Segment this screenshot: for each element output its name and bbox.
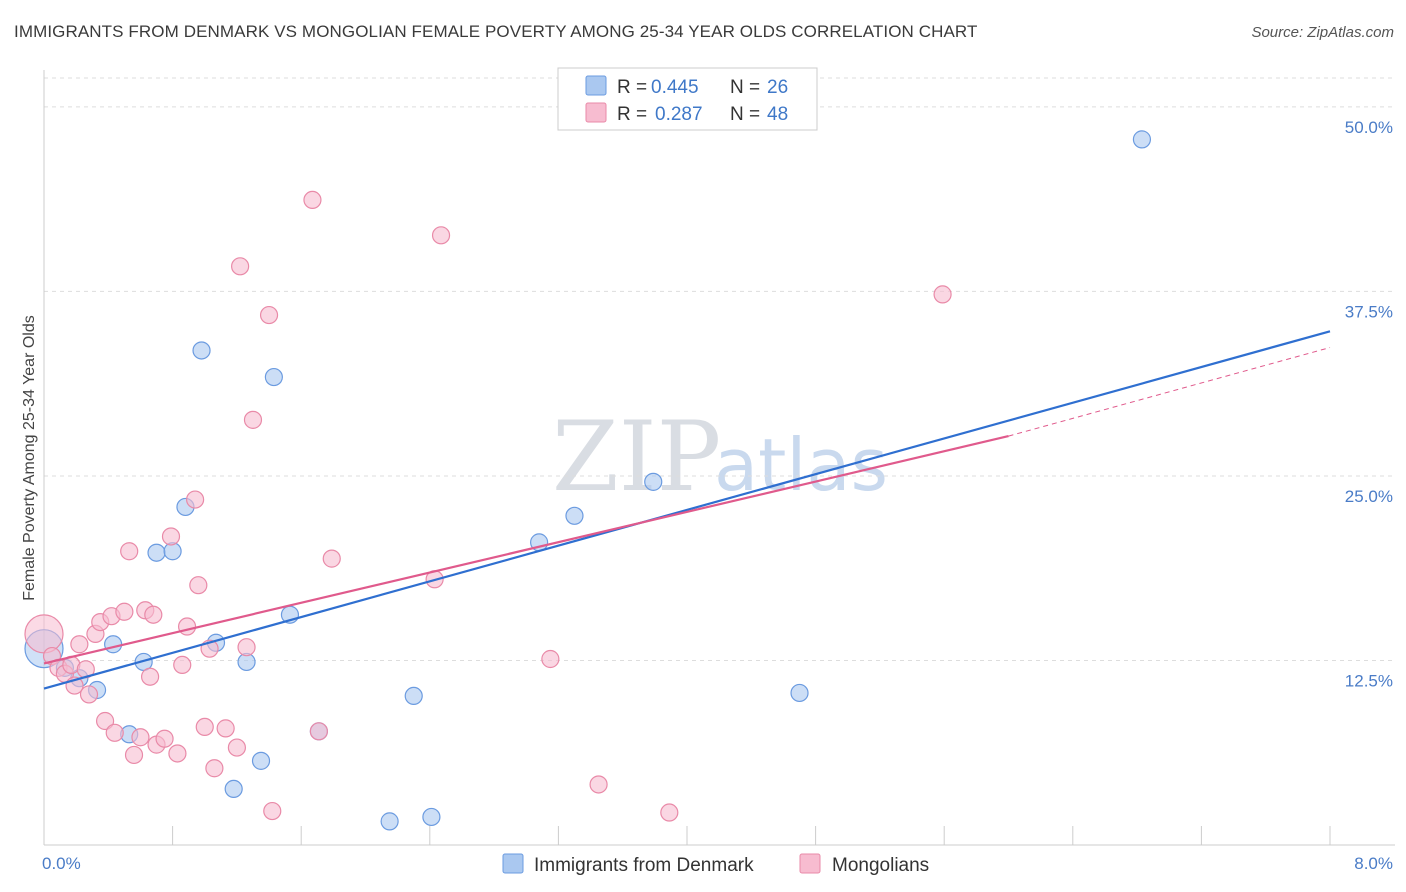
denmark-point xyxy=(147,543,166,562)
y-tick-label: 50.0% xyxy=(1345,118,1393,137)
mongolian-point xyxy=(120,542,139,561)
mongolian-point xyxy=(263,801,282,821)
legend-swatch-blue xyxy=(585,75,607,96)
mongolian-point xyxy=(589,775,608,794)
mongolian-point xyxy=(186,490,205,509)
mongolian-point xyxy=(177,617,197,636)
mongolian-point xyxy=(124,745,144,765)
denmark-point xyxy=(264,367,283,387)
legend-n-value-blue: 26 xyxy=(767,77,788,98)
mongolian-point xyxy=(933,285,952,304)
mongolian-point xyxy=(189,576,208,595)
mongolian-point xyxy=(79,685,99,704)
x-ticks: 0.0% 8.0% xyxy=(42,826,1393,873)
trend-extension-mongolians xyxy=(1008,347,1331,437)
trend-lines xyxy=(43,330,1331,690)
y-ticks: 12.5% 25.0% 37.5% 50.0% xyxy=(1345,118,1393,691)
x-tick-label-max: 8.0% xyxy=(1354,854,1393,873)
mongolian-point xyxy=(660,803,679,822)
mongolian-point xyxy=(309,722,328,741)
watermark-zip: ZIP xyxy=(552,401,721,513)
bottom-legend: Immigrants from Denmark Mongolians xyxy=(502,853,929,876)
denmark-point xyxy=(565,506,584,525)
legend-r-value-pink: 0.287 xyxy=(655,104,703,125)
trend-line-denmark xyxy=(43,330,1331,690)
denmark-point xyxy=(251,751,271,770)
mongolian-point xyxy=(173,655,192,675)
legend-n-value-pink: 48 xyxy=(767,104,788,125)
mongolian-point xyxy=(195,717,214,737)
mongolian-point xyxy=(322,549,341,568)
legend-r-label-pink: R = xyxy=(617,104,647,125)
trend-line-mongolians xyxy=(43,435,1009,665)
bottom-legend-swatch-pink xyxy=(799,853,821,874)
mongolian-point xyxy=(70,635,89,654)
legend-n-label-pink: N = xyxy=(730,104,760,125)
mongolian-point xyxy=(541,649,560,669)
mongolian-point xyxy=(115,602,134,621)
legend-swatch-pink xyxy=(585,102,607,123)
denmark-point xyxy=(192,341,211,360)
mongolian-point xyxy=(259,305,279,325)
axes xyxy=(43,70,1395,846)
denmark-point xyxy=(1132,130,1152,149)
mongolian-point xyxy=(303,190,322,210)
denmark-point xyxy=(422,807,441,827)
mongolian-point xyxy=(205,759,224,778)
bottom-legend-label-pink: Mongolians xyxy=(832,855,929,876)
mongolian-point xyxy=(227,738,246,757)
mongolian-point xyxy=(431,226,451,245)
watermark-atlas: atlas xyxy=(714,423,888,507)
bottom-legend-swatch-blue xyxy=(502,853,524,874)
x-tick-label-min: 0.0% xyxy=(42,854,81,873)
denmark-point xyxy=(104,635,123,654)
mongolian-point xyxy=(243,410,263,429)
mongolian-point xyxy=(216,719,235,738)
legend-r-value-blue: 0.445 xyxy=(651,77,699,98)
mongolian-point xyxy=(161,527,181,546)
y-axis-title: Female Poverty Among 25-34 Year Olds xyxy=(21,315,38,601)
mongolian-point xyxy=(155,729,174,748)
bottom-legend-label-blue: Immigrants from Denmark xyxy=(534,855,754,876)
legend-n-label-blue: N = xyxy=(730,77,760,98)
legend-box: R = 0.445 N = 26 R = 0.287 N = 48 xyxy=(557,67,818,131)
denmark-point xyxy=(644,472,663,491)
mongolian-point xyxy=(144,605,163,624)
mongolian-point xyxy=(168,744,187,763)
mongolian-point xyxy=(24,614,64,654)
mongolian-point xyxy=(231,257,250,276)
denmark-point xyxy=(404,686,423,706)
y-tick-label: 37.5% xyxy=(1345,302,1393,321)
mongolian-point xyxy=(95,711,115,731)
source-credit: Source: ZipAtlas.com xyxy=(1251,24,1394,41)
legend-r-label-blue: R = xyxy=(617,77,647,98)
denmark-point xyxy=(380,812,399,831)
y-tick-label: 12.5% xyxy=(1345,671,1393,690)
chart-title: IMMIGRANTS FROM DENMARK VS MONGOLIAN FEM… xyxy=(14,22,978,41)
watermark: ZIP atlas xyxy=(552,401,888,513)
denmark-point xyxy=(224,779,243,799)
mongolian-point xyxy=(105,723,124,742)
mongolian-point xyxy=(131,728,150,747)
mongolian-point xyxy=(140,667,160,686)
denmark-point xyxy=(790,683,809,703)
series-mongolians xyxy=(24,190,952,822)
y-tick-label: 25.0% xyxy=(1345,487,1393,506)
mongolian-point xyxy=(237,638,256,657)
